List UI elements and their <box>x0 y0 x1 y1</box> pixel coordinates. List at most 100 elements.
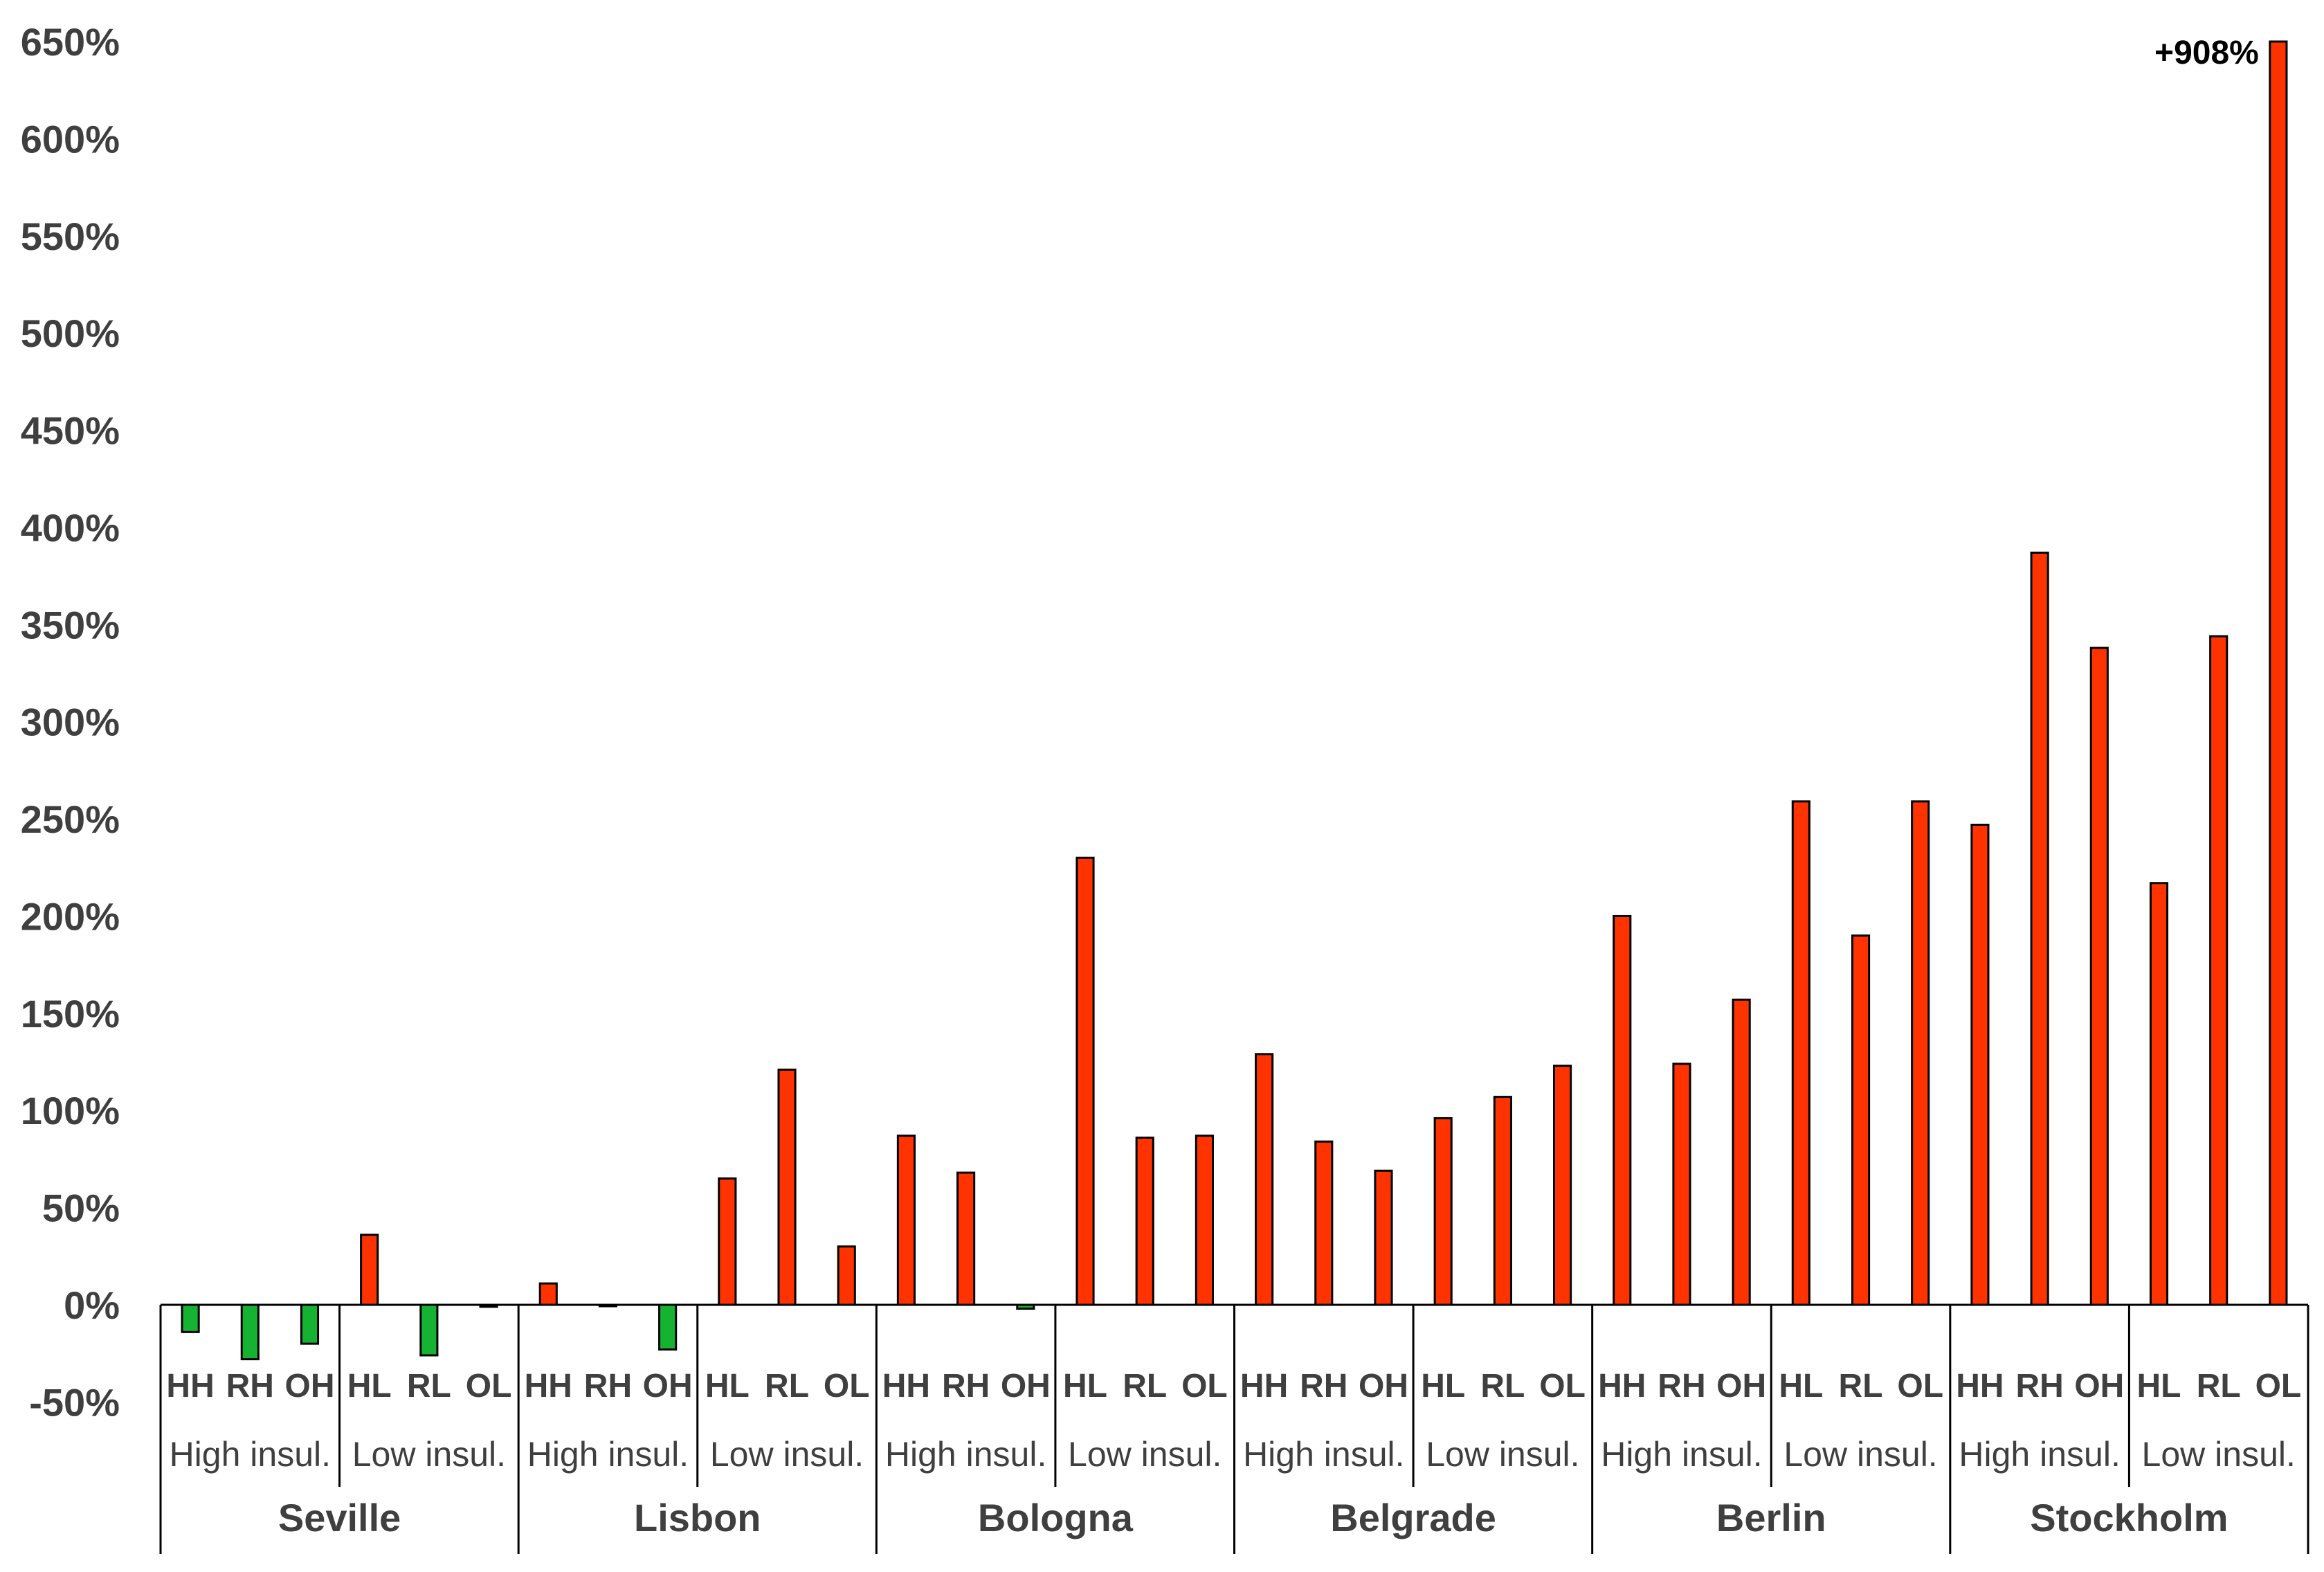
category-label: RL <box>1839 1368 1883 1404</box>
city-label: Berlin <box>1716 1496 1826 1539</box>
category-label: OL <box>2255 1368 2302 1404</box>
city-label: Belgrade <box>1330 1496 1496 1539</box>
bar <box>1613 914 1632 1306</box>
category-label: OL <box>1539 1368 1586 1404</box>
city-label: Lisbon <box>634 1496 761 1539</box>
city-label: Stockholm <box>2030 1496 2228 1539</box>
bar <box>1672 1063 1691 1306</box>
category-label: HL <box>2137 1368 2181 1404</box>
category-label: HH <box>882 1368 930 1404</box>
category-label: HH <box>1956 1368 2004 1404</box>
category-label: OH <box>1001 1368 1051 1404</box>
category-label: OL <box>1897 1368 1943 1404</box>
category-label: RH <box>942 1368 990 1404</box>
category-label: HL <box>1063 1368 1107 1404</box>
group-label: Low insul. <box>710 1435 864 1474</box>
y-tick-label: 500% <box>21 311 120 355</box>
bar <box>2269 40 2288 1306</box>
category-label: HL <box>705 1368 750 1404</box>
y-tick-label: 400% <box>21 506 120 550</box>
category-label: OH <box>1359 1368 1408 1404</box>
group-labels: High insul. Low insul. High insul. Low insu… <box>170 1435 2296 1474</box>
y-tick-label: 100% <box>21 1089 120 1132</box>
category-label: OH <box>2074 1368 2124 1404</box>
bar <box>1314 1140 1334 1306</box>
bar <box>1851 934 1871 1306</box>
category-label: RL <box>407 1368 451 1404</box>
bar <box>1255 1053 1274 1306</box>
city-labels: Seville Lisbon Bologna Belgrade Berlin Stockh… <box>278 1496 2228 1539</box>
y-tick-label: 300% <box>21 701 120 744</box>
category-label: OH <box>643 1368 693 1404</box>
group-label: High insul. <box>1243 1435 1404 1474</box>
category-label: RL <box>1123 1368 1167 1404</box>
bar <box>718 1177 737 1306</box>
category-label: OL <box>824 1368 870 1404</box>
category-label: RL <box>765 1368 809 1404</box>
bar <box>956 1171 976 1306</box>
category-label: HL <box>347 1368 392 1404</box>
category-label: HH <box>1240 1368 1288 1404</box>
category-label: OL <box>466 1368 512 1404</box>
category-label: HL <box>1421 1368 1465 1404</box>
bar <box>2209 635 2228 1306</box>
group-label: High insul. <box>1601 1435 1762 1474</box>
group-label: Low insul. <box>352 1435 506 1474</box>
bar <box>777 1068 797 1306</box>
category-labels: HH RH OH HL RL OL HH RH OH HL RL OL HH RH OH HL RL OL HH RH… <box>166 1368 2301 1404</box>
bar <box>1075 856 1095 1306</box>
bar <box>1911 800 1930 1306</box>
bar <box>2089 647 2109 1306</box>
group-label: Low insul. <box>1068 1435 1222 1474</box>
bar <box>1732 998 1751 1306</box>
category-label: HH <box>1598 1368 1646 1404</box>
bar <box>896 1135 916 1306</box>
bar <box>2030 551 2049 1306</box>
y-tick-label: 650% <box>21 20 120 64</box>
bar <box>1553 1065 1572 1306</box>
bar <box>1970 824 1990 1306</box>
bar <box>1195 1135 1214 1306</box>
y-tick-label: -50% <box>29 1380 120 1424</box>
category-label: RH <box>2015 1368 2063 1404</box>
y-axis-tick-labels: -50% 0% 50% 100% 150% 200% 250% 300% 350% 400% 450… <box>21 20 120 1424</box>
y-tick-label: 50% <box>42 1186 120 1230</box>
bar <box>419 1303 439 1357</box>
bar-annotation: +908% <box>2154 35 2259 71</box>
category-label: RL <box>1480 1368 1525 1404</box>
y-tick-label: 550% <box>21 215 120 258</box>
y-tick-label: 200% <box>21 894 120 938</box>
bar <box>658 1303 678 1351</box>
bar <box>240 1303 260 1361</box>
group-label: High insul. <box>170 1435 331 1474</box>
category-label: OH <box>284 1368 334 1404</box>
group-label: High insul. <box>527 1435 689 1474</box>
group-label: Low insul. <box>2142 1435 2296 1474</box>
group-label: Low insul. <box>1426 1435 1579 1474</box>
bar <box>2149 882 2169 1306</box>
category-label: RH <box>226 1368 274 1404</box>
bar <box>300 1303 320 1345</box>
bars <box>181 40 2288 1361</box>
category-label: RH <box>1658 1368 1705 1404</box>
y-tick-label: 0% <box>64 1283 120 1327</box>
annotations: +908% <box>2154 35 2259 71</box>
category-label: OH <box>1716 1368 1766 1404</box>
category-label: RL <box>2197 1368 2241 1404</box>
category-label: HH <box>166 1368 214 1404</box>
bar <box>360 1234 379 1306</box>
bar <box>1433 1117 1453 1306</box>
y-tick-label: 350% <box>21 603 120 647</box>
y-tick-label: 450% <box>21 409 120 453</box>
group-label: High insul. <box>1959 1435 2120 1474</box>
category-label: RH <box>584 1368 632 1404</box>
y-tick-label: 150% <box>21 992 120 1036</box>
category-label: RH <box>1300 1368 1347 1404</box>
bar <box>1374 1169 1393 1306</box>
axis-lines <box>159 1303 2309 1554</box>
bar <box>1493 1096 1512 1306</box>
city-label: Seville <box>278 1496 401 1539</box>
bar <box>1791 800 1810 1306</box>
category-label: HL <box>1779 1368 1823 1404</box>
